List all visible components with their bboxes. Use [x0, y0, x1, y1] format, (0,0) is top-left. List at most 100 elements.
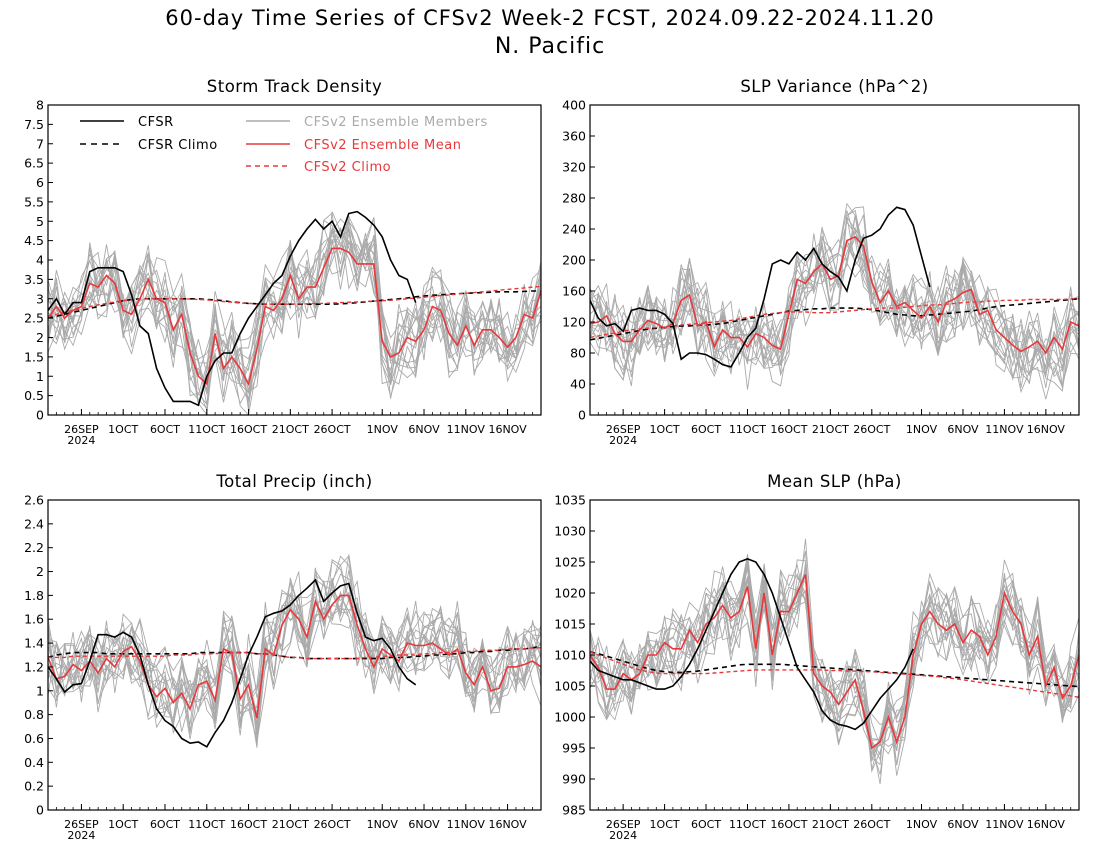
x-tick-label: 11NOV	[985, 423, 1024, 436]
series-line-cfsr	[590, 558, 914, 731]
x-tick-label: 6NOV	[408, 423, 440, 436]
x-tick-label: 6NOV	[947, 423, 979, 436]
y-tick-label: 1000	[554, 710, 586, 725]
y-tick-label: 360	[562, 129, 586, 144]
y-tick-label: 1025	[554, 555, 586, 570]
y-tick-label: 8	[36, 98, 44, 113]
y-tick-label: 1.5	[24, 349, 44, 364]
legend-label-cfsr: CFSR	[138, 115, 174, 130]
legend-label-cfsr-climo: CFSR Climo	[138, 138, 218, 153]
y-tick-label: 200	[562, 253, 586, 268]
panel-title: Mean SLP (hPa)	[767, 472, 902, 491]
x-axis: 26SEP 1OCT 6OCT 11OCT 16OCT 21OCT 26OCT 1NOV 6NO…	[589, 409, 1080, 447]
x-tick-label: 26SEP	[606, 818, 641, 831]
x-tick-label: 6OCT	[150, 818, 180, 831]
y-tick-label: 240	[562, 222, 586, 237]
plot-frame	[47, 104, 542, 416]
x-tick-label: 26SEP	[64, 818, 99, 831]
y-tick-label: 1030	[554, 524, 586, 539]
y-tick-label: 0.6	[24, 731, 44, 746]
y-tick-label: 0	[36, 803, 44, 818]
y-tick-label: 160	[562, 284, 586, 299]
plot-area	[590, 538, 1079, 785]
series-line-cfsv2-climo	[48, 285, 541, 317]
x-tick-label: 16OCT	[770, 423, 807, 436]
x-tick-label: 1NOV	[906, 818, 938, 831]
ensemble-member-line-10	[590, 214, 1079, 381]
y-tick-label: 0	[36, 408, 44, 423]
x-tick-label: 21OCT	[812, 423, 849, 436]
x-tick-label: 1OCT	[650, 818, 680, 831]
y-tick-label: 320	[562, 160, 586, 175]
series-line-cfsv2-climo	[590, 651, 1079, 698]
x-tick-label: 26OCT	[314, 818, 351, 831]
x-tick-label: 11OCT	[188, 818, 225, 831]
y-tick-label: 1035	[554, 493, 586, 508]
y-tick-label: 1005	[554, 679, 586, 694]
series-line-cfsv2-ensemble-mean	[590, 574, 1079, 750]
legend-label-cfsv2-ensemble-members: CFSv2 Ensemble Members	[304, 115, 488, 130]
ensemble-member-line-11	[590, 210, 1079, 375]
ensemble-members	[590, 538, 1079, 785]
x-tick-label: 11NOV	[447, 818, 486, 831]
y-tick-label: 400	[562, 98, 586, 113]
ensemble-members	[590, 202, 1079, 400]
panel-slp-variance: SLP Variance (hPa^2) 0 40 80 120 160 200 240 280…	[562, 77, 1080, 447]
series-line-cfsr-climo	[48, 290, 541, 319]
series-line-cfsv2-climo	[590, 298, 1079, 339]
y-tick-label: 5.5	[24, 194, 44, 209]
plot-frame	[589, 499, 1080, 811]
y-tick-label: 1.2	[24, 659, 44, 674]
plot-area	[48, 554, 541, 748]
x-tick-label: 26SEP	[64, 423, 99, 436]
ensemble-members	[48, 211, 541, 415]
y-tick-label: 7	[36, 136, 44, 151]
x-tick-label: 16OCT	[770, 818, 807, 831]
y-tick-label: 6	[36, 175, 44, 190]
plot-frame	[47, 499, 542, 811]
y-axis: 985 990 995 1000 1005 1010 1015 1020 1025 1030 103…	[554, 493, 595, 818]
x-tick-label: 16OCT	[230, 818, 267, 831]
y-tick-label: 1015	[554, 617, 586, 632]
x-axis: 26SEP 1OCT 6OCT 11OCT 16OCT 21OCT 26OCT 1NOV 6NO…	[589, 804, 1080, 842]
x-tick-label: 21OCT	[272, 423, 309, 436]
y-tick-label: 280	[562, 191, 586, 206]
x-tick-label: 16NOV	[1027, 818, 1066, 831]
ensemble-member-line-16	[590, 568, 1079, 757]
x-tick-label: 16NOV	[488, 818, 527, 831]
y-axis: 0 0.5 1 1.5 2 2.5 3 3.5 4 4.5 5 5.5 6 6.5 7 7.5 8	[24, 98, 53, 423]
x-tick-label: 21OCT	[812, 818, 849, 831]
x-year-label: 2024	[67, 434, 95, 447]
x-axis: 26SEP 1OCT 6OCT 11OCT 16OCT 21OCT 26OCT 1NOV 6NO…	[47, 409, 542, 447]
figure-title: 60-day Time Series of CFSv2 Week-2 FCST,…	[165, 6, 935, 30]
x-tick-label: 26OCT	[853, 423, 890, 436]
ensemble-member-line-2	[590, 559, 1079, 766]
panel-storm-track-density: Storm Track Density 0 0.5 1 1.5 2 2.5 3 3.5 4 4.5 5…	[24, 77, 542, 447]
series-line-cfsv2-ensemble-mean	[590, 235, 1079, 355]
x-tick-label: 1NOV	[367, 818, 399, 831]
y-tick-label: 2.2	[24, 540, 44, 555]
y-tick-label: 0.2	[24, 779, 44, 794]
figure-subtitle: N. Pacific	[494, 34, 606, 59]
x-tick-label: 26SEP	[606, 423, 641, 436]
ensemble-member-line-5	[590, 235, 1079, 392]
y-tick-label: 1010	[554, 648, 586, 663]
panel-title: Total Precip (inch)	[215, 472, 372, 491]
legend-label-cfsv2-ensemble-mean: CFSv2 Ensemble Mean	[304, 138, 461, 153]
y-tick-label: 7.5	[24, 117, 44, 132]
series-line-cfsr	[48, 210, 417, 407]
series-line-cfsr-climo	[590, 651, 1079, 688]
y-tick-label: 4	[36, 253, 44, 268]
legend-label-cfsv2-climo: CFSv2 Climo	[304, 160, 391, 175]
ensemble-member-line-4	[590, 570, 1079, 762]
ensemble-member-line-15	[590, 572, 1079, 773]
ensemble-member-line-15	[48, 571, 541, 748]
x-tick-label: 1NOV	[906, 423, 938, 436]
y-tick-label: 995	[562, 741, 586, 756]
y-tick-label: 0.4	[24, 755, 44, 770]
x-tick-label: 11OCT	[729, 423, 766, 436]
x-tick-label: 11NOV	[447, 423, 486, 436]
y-axis: 0 0.2 0.4 0.6 0.8 1 1.2 1.4 1.6 1.8 2 2.2 2.4 2.6	[24, 493, 53, 818]
y-tick-label: 4.5	[24, 233, 44, 248]
